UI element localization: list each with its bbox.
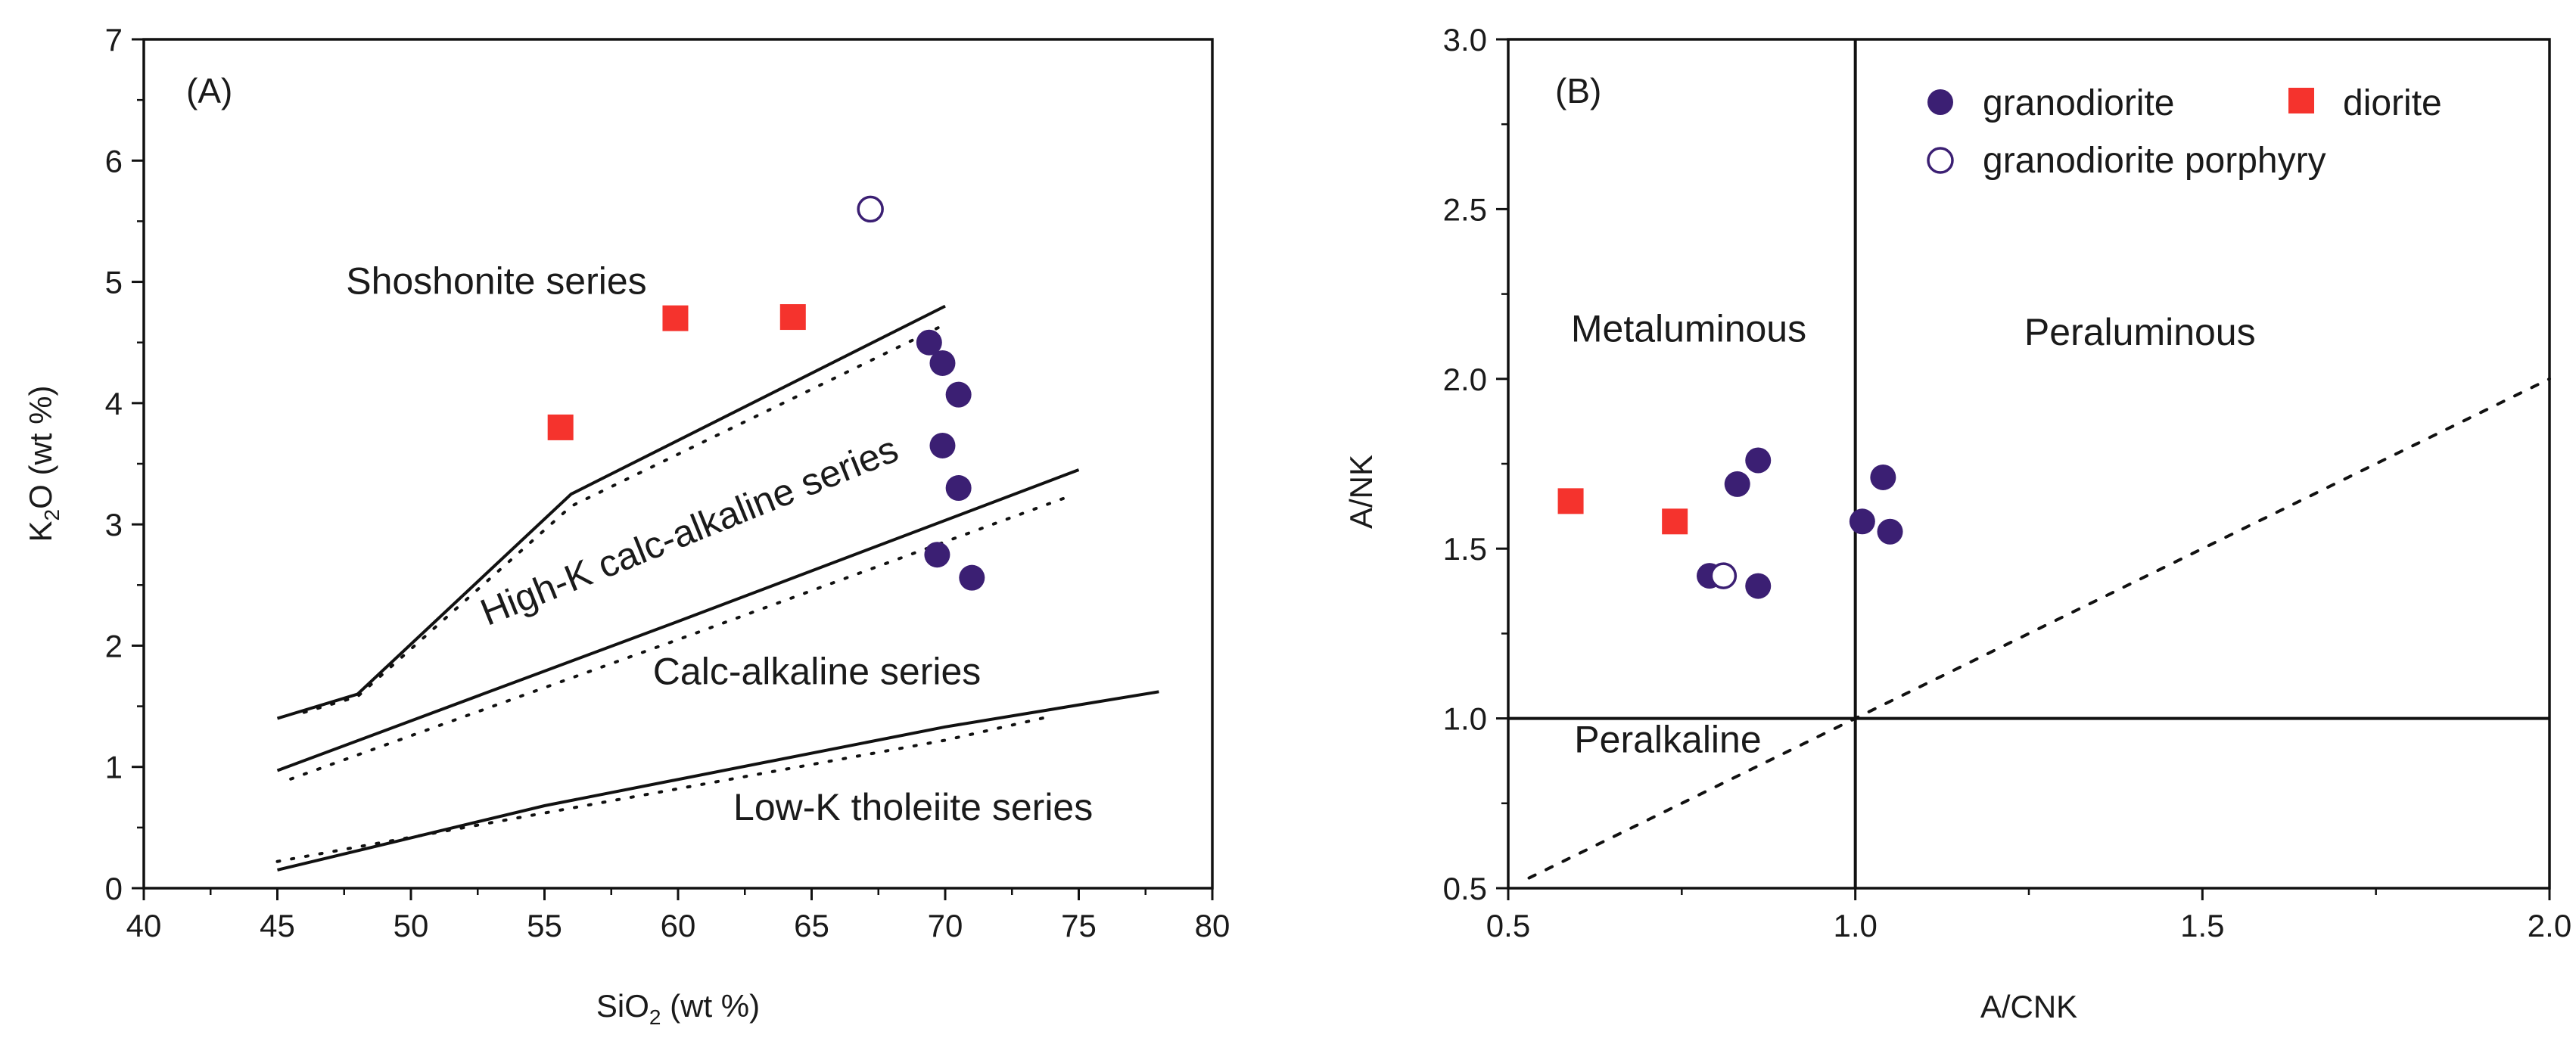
panel-a-boundaries xyxy=(275,304,1159,872)
y-tick-label: 4 xyxy=(105,386,123,421)
y-tick-label: 2.0 xyxy=(1443,362,1487,397)
x-tick-label: 45 xyxy=(260,908,295,943)
granodiorite-porphyry-point xyxy=(857,195,884,223)
panel-b-region-labels: Metaluminous Peraluminous Peralkaline xyxy=(1571,307,2256,760)
panel-a-y-axis-title: K2O (wt %) xyxy=(23,386,64,542)
granodiorite-point xyxy=(924,542,950,568)
granodiorite-point xyxy=(1724,471,1750,497)
region-label: Peraluminous xyxy=(2024,311,2256,353)
boundary-line-dotted xyxy=(275,714,1054,863)
granodiorite-point xyxy=(945,381,972,408)
x-tick-label: 50 xyxy=(394,908,429,943)
y-tick-label: 3 xyxy=(105,507,123,542)
y-tick-label: 1 xyxy=(105,750,123,785)
panel-a-region-labels: Shoshonite series High-K calc-alkaline se… xyxy=(346,260,1093,829)
y-tick-label: 5 xyxy=(105,265,123,300)
panel-b-y-axis-title: A/NK xyxy=(1343,455,1379,529)
legend-diorite-label: diorite xyxy=(2343,83,2442,123)
y-title-subscript: 2 xyxy=(40,509,64,521)
granodiorite-porphyry-point xyxy=(1710,562,1738,589)
boundary-line-dotted xyxy=(302,322,947,714)
diorite-point xyxy=(547,414,574,440)
granodiorite-point xyxy=(1870,464,1896,490)
x-tick-label: 65 xyxy=(794,908,829,943)
legend-granodiorite-label: granodiorite xyxy=(1983,83,2175,123)
x-tick-label: 40 xyxy=(126,908,162,943)
y-tick-label: 2.5 xyxy=(1443,191,1487,227)
legend-porphyry-marker xyxy=(1927,147,1954,174)
region-label: Calc-alkaline series xyxy=(653,651,982,693)
granodiorite-point xyxy=(959,564,985,591)
panel-a-points xyxy=(547,195,985,591)
y-tick-label: 2 xyxy=(105,628,123,663)
granodiorite-point xyxy=(916,329,942,356)
y-tick-label: 0 xyxy=(105,871,123,906)
panel-b-ticks: 0.5 1.0 1.5 2.0 0.5 1.0 1.5 2.0 2.5 3.0 xyxy=(1443,22,2572,943)
panel-b-label: (B) xyxy=(1555,71,1601,110)
boundary-line-solid xyxy=(276,468,1080,772)
y-tick-label: 6 xyxy=(105,143,123,179)
x-tick-label: 75 xyxy=(1061,908,1097,943)
region-label: High-K calc-alkaline series xyxy=(474,427,904,634)
x-tick-label: 1.5 xyxy=(2180,908,2224,943)
granodiorite-point xyxy=(929,432,956,458)
diorite-point xyxy=(1662,508,1688,535)
panel-b-boundaries xyxy=(1508,39,2551,888)
x-tick-label: 0.5 xyxy=(1486,908,1530,943)
x-tick-label: 1.0 xyxy=(1833,908,1877,943)
x-tick-label: 2.0 xyxy=(2528,908,2571,943)
x-title-main: SiO xyxy=(596,988,649,1024)
boundary-line-solid xyxy=(277,690,1159,872)
y-title-suffix: O (wt %) xyxy=(23,386,58,509)
granodiorite-point xyxy=(1745,447,1772,474)
granodiorite-point xyxy=(945,475,972,502)
legend-diorite-marker xyxy=(2288,88,2314,113)
granodiorite-point xyxy=(1745,573,1772,599)
boundary-line-dotted xyxy=(1527,377,2551,880)
y-title-main: K xyxy=(23,520,58,542)
panel-a-label: (A) xyxy=(186,71,232,110)
region-label: Peralkaline xyxy=(1574,718,1761,760)
y-tick-label: 7 xyxy=(105,22,123,57)
x-tick-label: 60 xyxy=(661,908,696,943)
region-label: Metaluminous xyxy=(1571,307,1806,350)
diorite-point xyxy=(1557,488,1584,514)
legend-granodiorite-marker xyxy=(1927,89,1953,115)
panel-b-x-axis-title: A/CNK xyxy=(1980,989,2077,1024)
diorite-point xyxy=(779,304,806,331)
y-tick-label: 1.5 xyxy=(1443,531,1487,567)
panel-a-x-axis-title: SiO2 (wt %) xyxy=(596,988,760,1029)
granodiorite-point xyxy=(929,350,956,376)
panel-b-chart: 0.5 1.0 1.5 2.0 0.5 1.0 1.5 2.0 2.5 3.0 (B) Metal… xyxy=(1343,22,2571,1024)
granodiorite-point xyxy=(1849,508,1875,535)
diorite-point xyxy=(662,305,689,331)
x-tick-label: 55 xyxy=(527,908,562,943)
region-label: Shoshonite series xyxy=(346,260,646,303)
legend-porphyry-label: granodiorite porphyry xyxy=(1983,141,2326,181)
region-label: Low-K tholeiite series xyxy=(733,786,1093,828)
legend: granodiorite diorite granodiorite porphy… xyxy=(1927,83,2442,181)
x-tick-label: 80 xyxy=(1195,908,1230,943)
x-title-subscript: 2 xyxy=(649,1005,661,1029)
y-tick-label: 3.0 xyxy=(1443,22,1487,57)
panel-b-points xyxy=(1557,447,1903,599)
granodiorite-point xyxy=(1877,518,1903,545)
x-tick-label: 70 xyxy=(928,908,963,943)
y-tick-label: 0.5 xyxy=(1443,871,1487,906)
y-tick-label: 1.0 xyxy=(1443,701,1487,737)
x-title-suffix: (wt %) xyxy=(661,988,760,1024)
boundary-line-solid xyxy=(276,304,946,720)
